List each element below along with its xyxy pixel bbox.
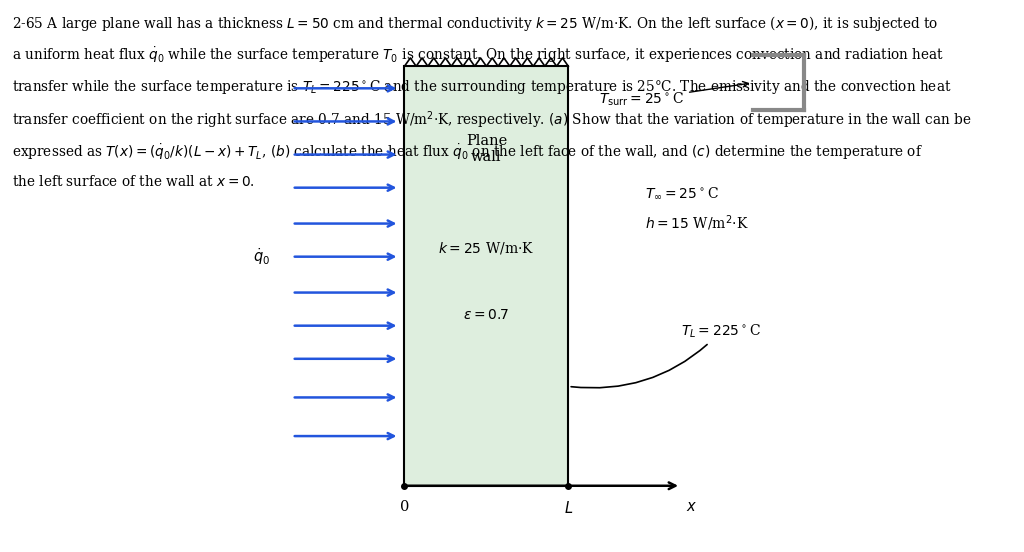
Text: 0: 0 — [399, 500, 410, 513]
Bar — [404, 66, 568, 486]
Text: $T_\mathrm{surr} = 25^\circ$C: $T_\mathrm{surr} = 25^\circ$C — [599, 82, 749, 108]
Text: 2-65 A large plane wall has a thickness $L = 50$ cm and thermal conductivity $k : 2-65 A large plane wall has a thickness … — [12, 14, 939, 33]
Text: expressed as $T(x) = (\dot{q}_0/k)(L - x) + T_L$, $(b)$ calculate the heat flux : expressed as $T(x) = (\dot{q}_0/k)(L - x… — [12, 142, 924, 162]
Text: $L$: $L$ — [563, 500, 573, 516]
Text: $k = 25$ W/m$\cdot$K: $k = 25$ W/m$\cdot$K — [438, 241, 535, 256]
Text: $x$: $x$ — [686, 500, 696, 513]
Text: the left surface of the wall at $x = 0$.: the left surface of the wall at $x = 0$. — [12, 174, 255, 189]
Text: $T_\infty = 25^\circ$C: $T_\infty = 25^\circ$C — [645, 185, 719, 201]
Text: transfer while the surface temperature is $T_L = 225^\circ$C and the surrounding: transfer while the surface temperature i… — [12, 78, 952, 96]
Text: $h = 15$ W/m$^2$$\cdot$K: $h = 15$ W/m$^2$$\cdot$K — [645, 214, 749, 233]
Text: transfer coefficient on the right surface are 0.7 and 15 W/m$^2$$\cdot$K, respec: transfer coefficient on the right surfac… — [12, 110, 972, 131]
Text: Plane
wall: Plane wall — [466, 134, 507, 164]
Text: a uniform heat flux $\dot{q}_0$ while the surface temperature $T_0$ is constant.: a uniform heat flux $\dot{q}_0$ while th… — [12, 46, 944, 66]
Text: $\varepsilon = 0.7$: $\varepsilon = 0.7$ — [463, 307, 510, 322]
Text: $\dot{q}_0$: $\dot{q}_0$ — [253, 246, 269, 267]
Text: $T_L = 225^\circ$C: $T_L = 225^\circ$C — [571, 322, 761, 388]
